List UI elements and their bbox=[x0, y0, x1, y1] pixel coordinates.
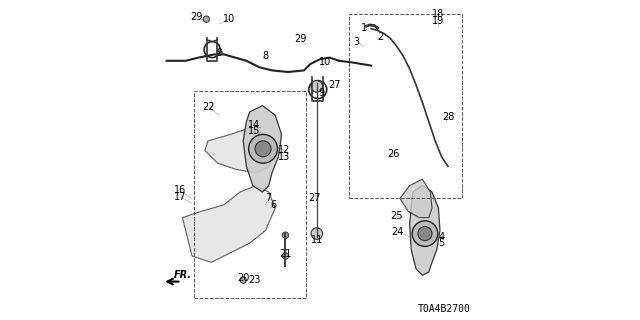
Text: 26: 26 bbox=[387, 148, 399, 159]
Bar bbox=[349, 14, 462, 198]
Text: 15: 15 bbox=[248, 126, 260, 136]
Text: 23: 23 bbox=[248, 275, 260, 285]
Circle shape bbox=[240, 277, 246, 283]
Circle shape bbox=[418, 227, 432, 241]
Text: 10: 10 bbox=[223, 14, 235, 24]
Text: 29: 29 bbox=[294, 34, 307, 44]
Text: 12: 12 bbox=[278, 145, 291, 156]
Circle shape bbox=[249, 134, 278, 163]
Text: 11: 11 bbox=[310, 235, 323, 245]
Circle shape bbox=[311, 228, 323, 239]
Text: 16: 16 bbox=[173, 185, 186, 196]
Text: 8: 8 bbox=[262, 51, 269, 61]
Text: 14: 14 bbox=[248, 120, 260, 130]
Text: 29: 29 bbox=[191, 12, 203, 22]
Text: 2: 2 bbox=[378, 32, 384, 42]
Text: 22: 22 bbox=[202, 102, 215, 112]
Text: 9: 9 bbox=[319, 88, 324, 98]
Text: 7: 7 bbox=[266, 193, 272, 204]
Text: 3: 3 bbox=[354, 36, 360, 47]
Text: T0A4B2700: T0A4B2700 bbox=[417, 304, 470, 314]
Text: 25: 25 bbox=[390, 211, 403, 221]
Text: 17: 17 bbox=[173, 192, 186, 202]
Text: 9: 9 bbox=[216, 48, 222, 58]
Circle shape bbox=[255, 141, 271, 157]
Polygon shape bbox=[182, 186, 275, 262]
Text: 24: 24 bbox=[391, 227, 404, 237]
Text: 18: 18 bbox=[432, 9, 445, 20]
Circle shape bbox=[204, 16, 210, 22]
Text: 21: 21 bbox=[279, 249, 292, 260]
Circle shape bbox=[282, 253, 289, 259]
Bar bbox=[193, 91, 306, 298]
Text: FR.: FR. bbox=[174, 270, 192, 280]
Polygon shape bbox=[205, 128, 275, 173]
Text: 27: 27 bbox=[308, 193, 321, 204]
Circle shape bbox=[311, 81, 323, 92]
Text: 19: 19 bbox=[432, 16, 445, 26]
Polygon shape bbox=[400, 179, 432, 218]
Circle shape bbox=[412, 221, 438, 246]
Polygon shape bbox=[410, 186, 440, 275]
Text: 4: 4 bbox=[438, 232, 445, 242]
Text: 1: 1 bbox=[361, 23, 367, 33]
Text: 6: 6 bbox=[271, 200, 276, 210]
Text: 10: 10 bbox=[319, 57, 331, 68]
Text: 20: 20 bbox=[237, 273, 250, 284]
Polygon shape bbox=[243, 106, 282, 192]
Text: 27: 27 bbox=[328, 80, 340, 90]
Text: 13: 13 bbox=[278, 152, 291, 162]
Text: 28: 28 bbox=[442, 112, 454, 122]
Circle shape bbox=[282, 232, 289, 238]
Text: 5: 5 bbox=[438, 238, 445, 248]
